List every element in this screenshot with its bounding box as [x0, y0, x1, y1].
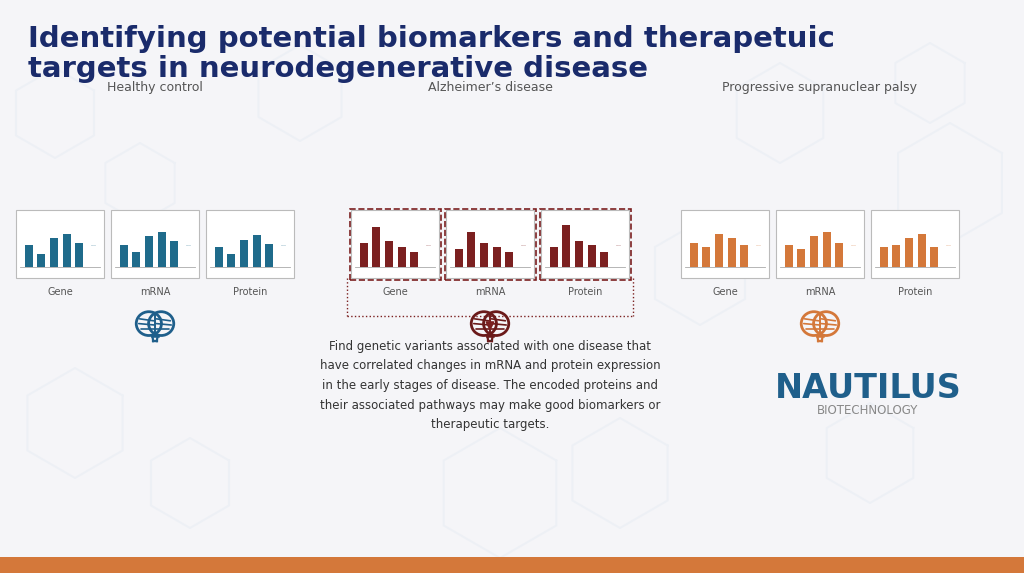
Bar — [206, 210, 294, 278]
Bar — [931, 247, 938, 267]
Text: NAUTILUS: NAUTILUS — [774, 371, 962, 405]
Bar — [728, 238, 735, 267]
Text: Gene: Gene — [712, 287, 738, 297]
Text: mRNA: mRNA — [805, 287, 836, 297]
Bar — [715, 234, 723, 267]
Bar — [397, 247, 406, 267]
Bar — [455, 249, 463, 267]
Bar — [810, 236, 818, 267]
Bar — [385, 241, 393, 267]
Bar — [349, 209, 440, 280]
Text: ...: ... — [281, 241, 287, 246]
Bar — [600, 252, 608, 267]
Text: ...: ... — [851, 241, 856, 246]
Bar — [690, 243, 697, 267]
Text: ...: ... — [520, 241, 526, 246]
Text: ...: ... — [756, 241, 762, 246]
Text: ...: ... — [90, 241, 96, 246]
Bar — [918, 234, 926, 267]
Bar — [444, 209, 536, 280]
Bar — [905, 238, 913, 267]
Text: Protein: Protein — [568, 287, 602, 297]
Bar — [480, 243, 488, 267]
Text: Protein: Protein — [232, 287, 267, 297]
Bar — [253, 236, 261, 267]
Text: Progressive supranuclear palsy: Progressive supranuclear palsy — [723, 81, 918, 94]
Bar — [241, 240, 248, 267]
Bar — [38, 254, 45, 267]
Bar — [446, 210, 534, 278]
Bar — [16, 210, 104, 278]
Text: Healthy control: Healthy control — [108, 81, 203, 94]
Bar — [575, 241, 583, 267]
Bar — [541, 210, 629, 278]
Bar — [740, 245, 749, 267]
Bar — [784, 245, 793, 267]
Bar — [893, 245, 900, 267]
Text: Find genetic variants associated with one disease that
have correlated changes i: Find genetic variants associated with on… — [319, 340, 660, 431]
Bar — [265, 244, 273, 267]
Bar — [145, 236, 153, 267]
Bar — [158, 231, 166, 267]
Text: Gene: Gene — [47, 287, 73, 297]
Bar — [132, 252, 140, 267]
Text: ...: ... — [615, 241, 622, 246]
Bar — [506, 252, 513, 267]
Bar — [836, 243, 844, 267]
Bar — [0, 557, 1024, 573]
Bar — [823, 231, 830, 267]
Text: ...: ... — [945, 241, 951, 246]
Bar — [120, 245, 128, 267]
Text: Gene: Gene — [382, 287, 408, 297]
Text: BIOTECHNOLOGY: BIOTECHNOLOGY — [817, 405, 919, 418]
Text: Identifying potential biomarkers and therapetuic: Identifying potential biomarkers and the… — [28, 25, 835, 53]
Bar — [215, 247, 223, 267]
Text: Protein: Protein — [898, 287, 932, 297]
Text: Alzheimer’s disease: Alzheimer’s disease — [428, 81, 552, 94]
Text: ...: ... — [185, 241, 191, 246]
Bar — [681, 210, 769, 278]
Bar — [798, 249, 806, 267]
Bar — [50, 238, 58, 267]
Bar — [540, 209, 631, 280]
Bar — [562, 225, 570, 267]
Bar — [351, 210, 439, 278]
Text: targets in neurodegenerative disease: targets in neurodegenerative disease — [28, 55, 648, 83]
Bar — [493, 247, 501, 267]
Text: mRNA: mRNA — [140, 287, 170, 297]
Text: ...: ... — [425, 241, 431, 246]
Bar — [871, 210, 959, 278]
Bar — [111, 210, 199, 278]
Bar — [588, 245, 596, 267]
Bar — [373, 227, 380, 267]
Bar — [359, 243, 368, 267]
Bar — [880, 247, 888, 267]
Bar — [550, 247, 558, 267]
Text: mRNA: mRNA — [475, 287, 505, 297]
Bar — [170, 241, 178, 267]
Bar — [25, 245, 33, 267]
Bar — [776, 210, 864, 278]
Bar — [227, 254, 236, 267]
Bar — [468, 231, 475, 267]
Bar — [62, 234, 71, 267]
Bar — [76, 243, 83, 267]
Bar — [702, 247, 711, 267]
Bar — [411, 252, 419, 267]
